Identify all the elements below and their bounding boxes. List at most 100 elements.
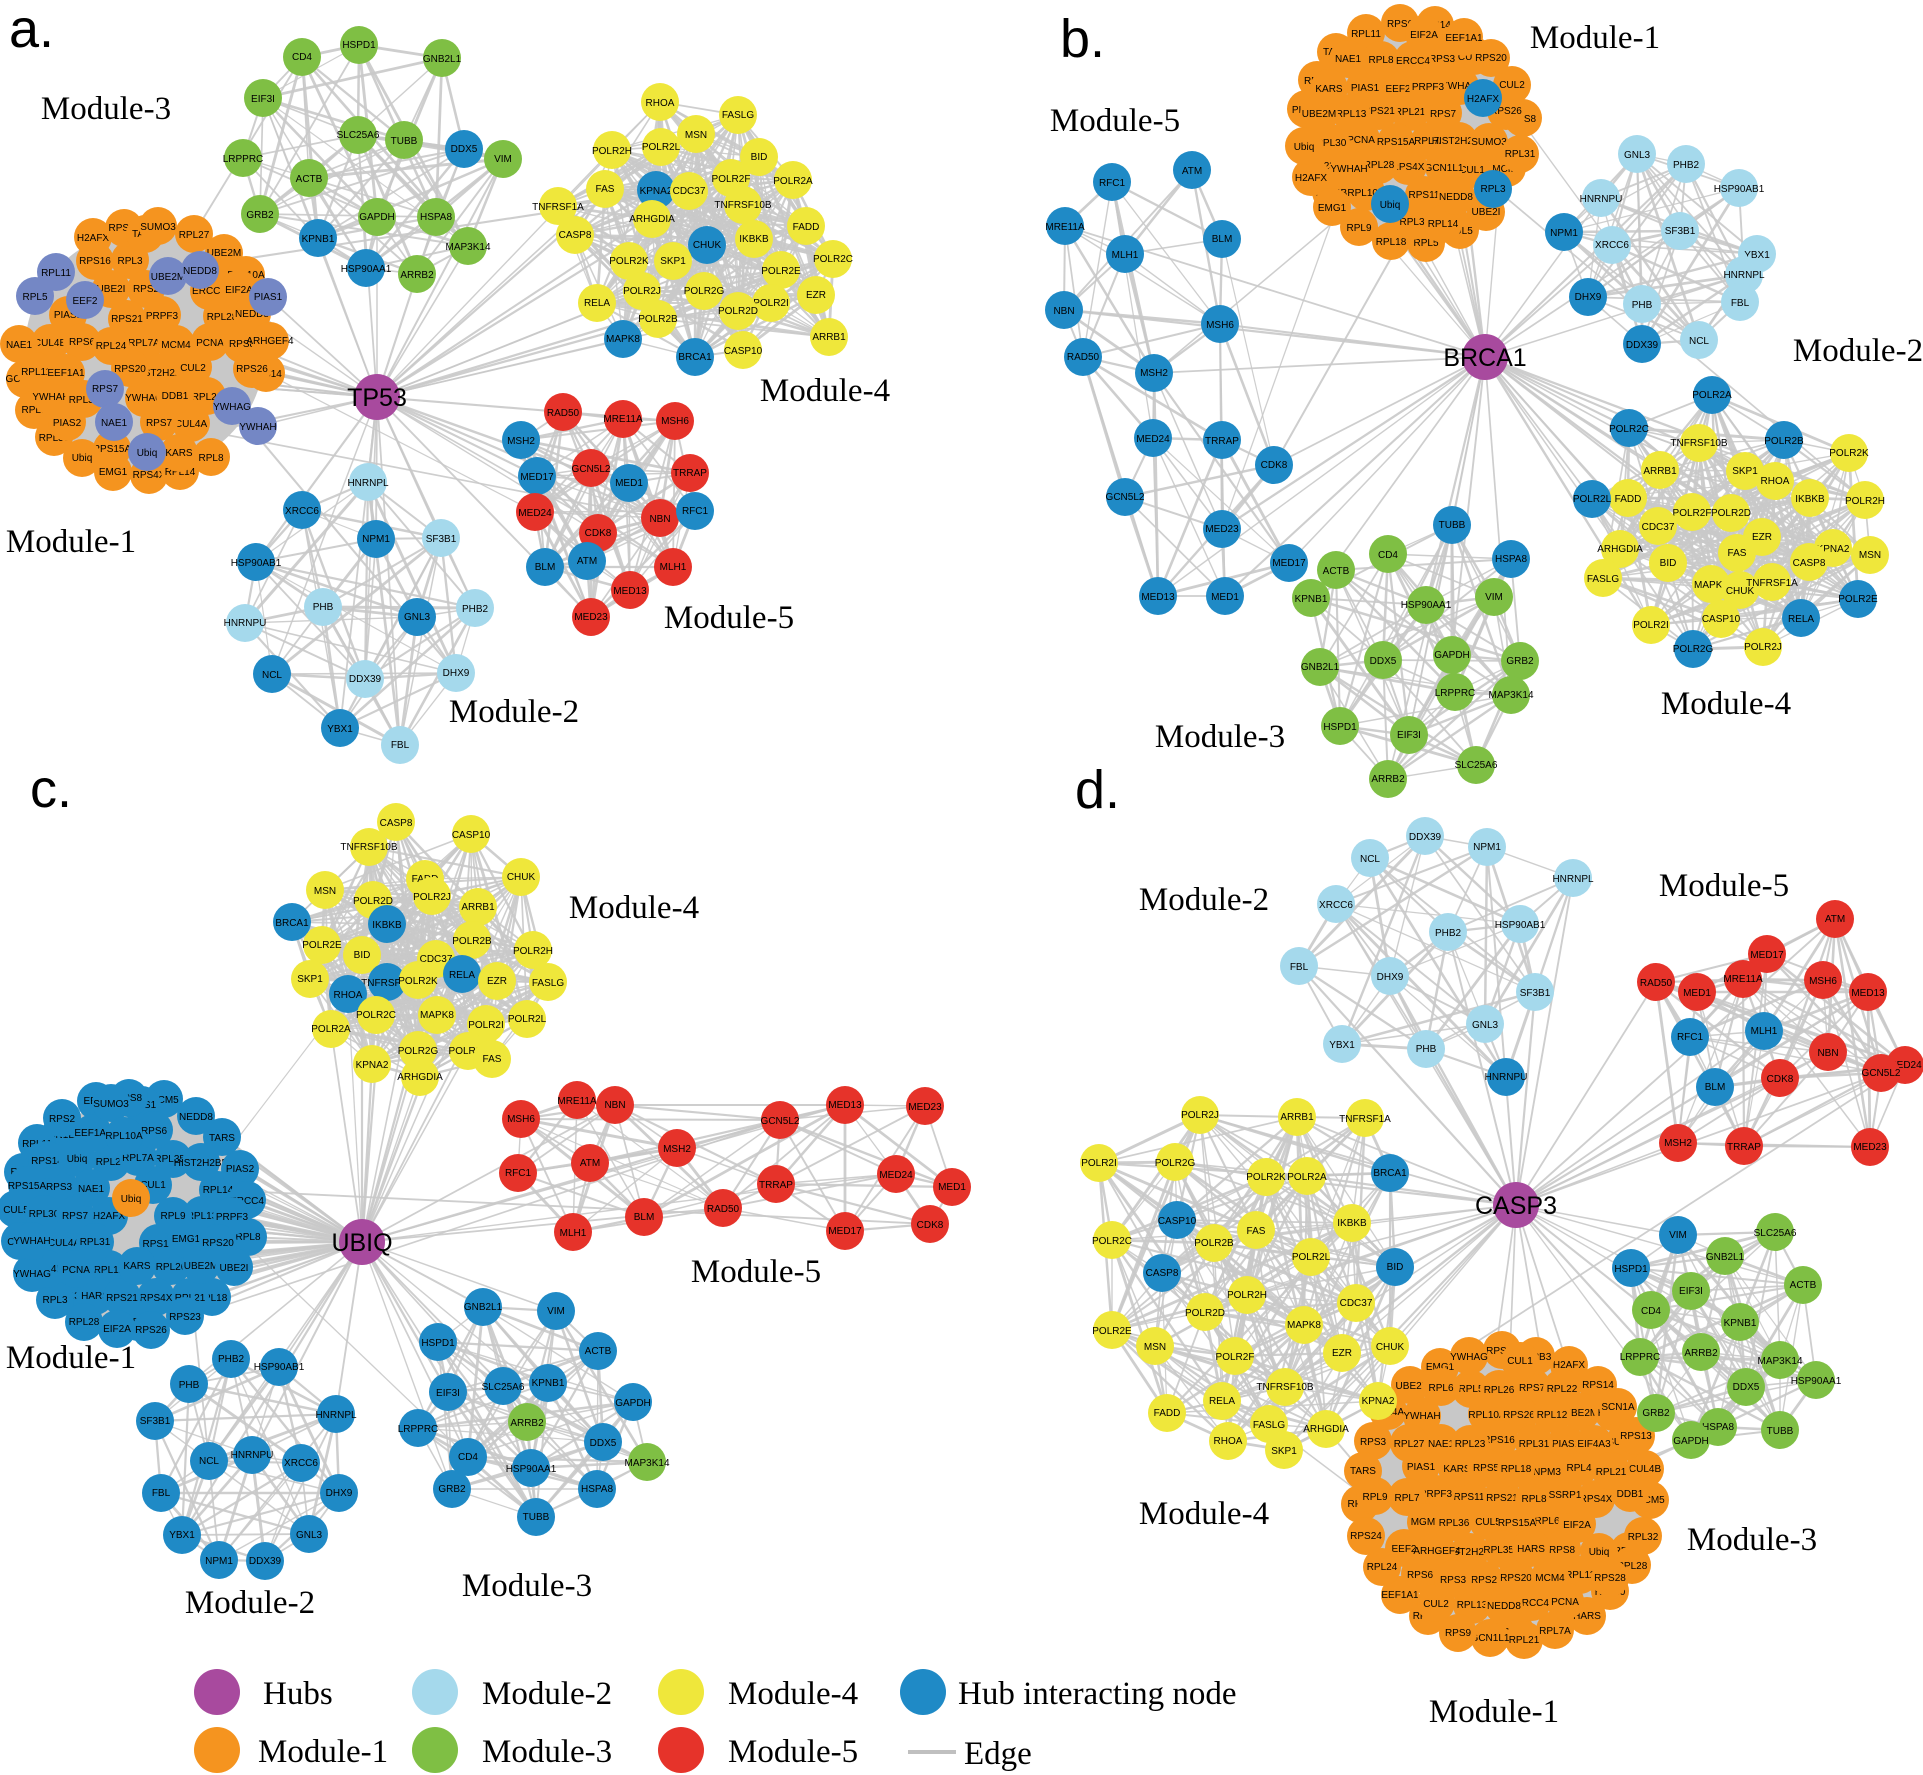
svg-text:CHUK: CHUK (507, 872, 536, 883)
svg-text:DHX9: DHX9 (443, 668, 470, 679)
svg-text:RPL21: RPL21 (1596, 1467, 1627, 1478)
svg-text:UBIQ: UBIQ (331, 1229, 392, 1257)
svg-text:Module-3: Module-3 (462, 1568, 592, 1604)
svg-text:RPS21: RPS21 (106, 1293, 138, 1304)
svg-text:HSP90AB1: HSP90AB1 (254, 1362, 305, 1373)
svg-text:RPS3: RPS3 (1360, 1437, 1387, 1448)
svg-text:KPNB1: KPNB1 (302, 234, 335, 245)
svg-text:SF3B1: SF3B1 (426, 534, 457, 545)
svg-text:BID: BID (1387, 1262, 1404, 1273)
svg-text:RPL8: RPL8 (198, 453, 223, 464)
svg-text:RPL11: RPL11 (1351, 29, 1381, 40)
svg-text:KPNA2: KPNA2 (640, 186, 673, 197)
svg-text:GAPDH: GAPDH (359, 212, 395, 223)
svg-text:MAP3K14: MAP3K14 (445, 242, 490, 253)
svg-text:HNRNPU: HNRNPU (1580, 194, 1623, 205)
svg-text:IKBKB: IKBKB (1795, 494, 1825, 505)
svg-text:ACTB: ACTB (585, 1346, 612, 1357)
svg-text:RELA: RELA (1209, 1396, 1235, 1407)
svg-text:RPL3: RPL3 (117, 256, 142, 267)
svg-text:POLR2K: POLR2K (398, 976, 438, 987)
svg-text:MED13: MED13 (1141, 592, 1175, 603)
svg-text:Module-2: Module-2 (449, 694, 579, 730)
svg-text:RPL14: RPL14 (165, 467, 196, 478)
svg-text:POLR2B: POLR2B (1764, 436, 1804, 447)
svg-text:Ubiq: Ubiq (1380, 200, 1401, 211)
svg-text:POLR2E: POLR2E (302, 940, 342, 951)
svg-text:CDC37: CDC37 (420, 954, 453, 965)
svg-text:UBE2M: UBE2M (151, 272, 185, 283)
svg-text:POLR2E: POLR2E (1838, 594, 1878, 605)
svg-text:ARRB1: ARRB1 (1280, 1112, 1314, 1123)
svg-text:RPS16: RPS16 (1483, 1435, 1515, 1446)
svg-text:HNRNPU: HNRNPU (224, 618, 267, 629)
svg-text:YBX1: YBX1 (327, 724, 353, 735)
svg-text:GNB2L1: GNB2L1 (423, 54, 462, 65)
svg-text:NBN: NBN (604, 1100, 625, 1111)
svg-text:HNRNPU: HNRNPU (231, 1450, 274, 1461)
svg-text:MSH6: MSH6 (661, 416, 689, 427)
svg-text:RPL28: RPL28 (1617, 1561, 1648, 1572)
svg-text:RPL30: RPL30 (39, 433, 70, 444)
svg-text:MAP3K14: MAP3K14 (624, 1458, 669, 1469)
svg-text:MSH6: MSH6 (1809, 976, 1837, 987)
svg-text:YWHAH: YWHAH (32, 392, 69, 403)
svg-text:TNFRSF1A: TNFRSF1A (1746, 578, 1798, 589)
svg-text:MCM5: MCM5 (1492, 164, 1522, 175)
svg-text:RPS11: RPS11 (1454, 1492, 1485, 1503)
svg-text:RPS2: RPS2 (133, 284, 160, 295)
svg-text:PIAS2: PIAS2 (226, 1164, 255, 1175)
svg-text:VIM: VIM (494, 154, 512, 165)
svg-text:DHX9: DHX9 (326, 1488, 353, 1499)
svg-text:MAPK8: MAPK8 (1694, 580, 1728, 591)
svg-text:HIST2H2BE: HIST2H2BE (1443, 1547, 1498, 1558)
svg-text:HSP90AB1: HSP90AB1 (1714, 184, 1765, 195)
svg-text:RPL35A: RPL35A (1483, 1545, 1521, 1556)
svg-text:b.: b. (1060, 9, 1105, 69)
svg-text:RPS16: RPS16 (79, 256, 111, 267)
svg-text:Module-2: Module-2 (482, 1676, 612, 1712)
svg-text:RPS2: RPS2 (1471, 1575, 1498, 1586)
svg-text:SLC25A6: SLC25A6 (482, 1382, 525, 1393)
svg-text:RPS6: RPS6 (1387, 19, 1414, 30)
svg-text:GNL3: GNL3 (404, 612, 431, 623)
svg-text:RPL3: RPL3 (42, 1295, 67, 1306)
svg-text:MED23: MED23 (1205, 524, 1239, 535)
svg-text:NCL: NCL (199, 1456, 219, 1467)
svg-text:PHB2: PHB2 (462, 604, 489, 615)
svg-text:RPS15A: RPS15A (93, 444, 132, 455)
svg-text:FADD: FADD (793, 222, 820, 233)
svg-text:EEF1A1: EEF1A1 (74, 1128, 112, 1139)
svg-text:POLR2C: POLR2C (1092, 1236, 1132, 1247)
svg-text:KARS: KARS (1315, 84, 1343, 95)
svg-text:POLR2G: POLR2G (398, 1046, 439, 1057)
svg-text:NAE1: NAE1 (6, 340, 33, 351)
svg-text:TUBB: TUBB (391, 136, 418, 147)
svg-text:MAP3K14: MAP3K14 (1488, 690, 1533, 701)
svg-text:RPS5: RPS5 (1473, 1463, 1500, 1474)
svg-text:BLM: BLM (1705, 1082, 1726, 1093)
svg-text:DDX39: DDX39 (349, 674, 382, 685)
svg-text:PCNA: PCNA (196, 338, 224, 349)
svg-text:TNFRSF1A: TNFRSF1A (1339, 1114, 1391, 1125)
svg-text:Hubs: Hubs (263, 1676, 333, 1712)
svg-text:YWHAG: YWHAG (1441, 81, 1479, 92)
svg-text:MED1: MED1 (938, 1182, 966, 1193)
svg-text:POLR2L: POLR2L (1292, 1252, 1331, 1263)
svg-text:PIAS1: PIAS1 (254, 292, 283, 303)
svg-text:UBE2I: UBE2I (1472, 207, 1501, 218)
svg-text:RPS9: RPS9 (1445, 1628, 1472, 1639)
svg-text:RPL30: RPL30 (1316, 138, 1347, 149)
svg-text:RPL24: RPL24 (96, 341, 127, 352)
svg-text:MCM4: MCM4 (1535, 1573, 1565, 1584)
svg-text:Module-4: Module-4 (760, 373, 890, 409)
svg-text:ARRB1: ARRB1 (812, 332, 846, 343)
svg-text:GCN5L2: GCN5L2 (1862, 1068, 1901, 1079)
svg-text:PHB2: PHB2 (218, 1354, 245, 1365)
svg-text:SLC25A6: SLC25A6 (1455, 760, 1498, 771)
svg-text:RPL5: RPL5 (1413, 238, 1438, 249)
svg-text:CASP8: CASP8 (1146, 1268, 1179, 1279)
svg-text:RHOA: RHOA (1214, 1436, 1243, 1447)
svg-text:VIM: VIM (547, 1306, 565, 1317)
svg-text:RPS7: RPS7 (62, 1211, 89, 1222)
